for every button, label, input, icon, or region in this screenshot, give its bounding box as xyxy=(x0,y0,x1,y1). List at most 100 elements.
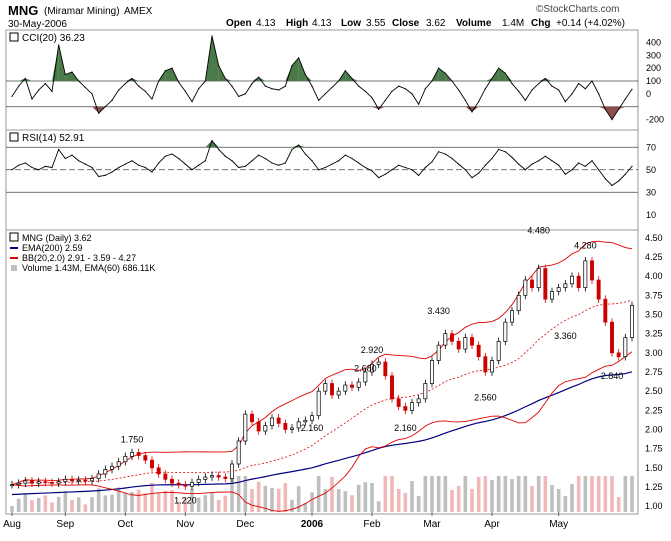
cci-point xyxy=(191,100,193,103)
cci-legend-text: CCI(20) 36.23 xyxy=(22,33,85,44)
rsi-point xyxy=(31,166,33,169)
volume-bar xyxy=(123,492,128,512)
rsi-point xyxy=(318,169,320,171)
cci-point xyxy=(391,90,393,92)
volume-bar xyxy=(256,481,261,512)
rsi-point xyxy=(331,163,333,165)
rsi-point xyxy=(171,153,173,155)
volume-bar xyxy=(523,476,528,512)
volume-bar xyxy=(116,487,121,512)
volume-bar xyxy=(410,481,414,512)
rsi-y-tick-1: 30 xyxy=(646,187,656,197)
cci-y-tick-5: 400 xyxy=(646,37,661,47)
candle-body xyxy=(116,461,121,467)
cci-point xyxy=(251,82,253,85)
rsi-y-tick-0: 10 xyxy=(646,210,656,220)
rsi-point xyxy=(438,151,440,153)
price-annotation-9: 4.280 xyxy=(574,241,597,251)
cci-point xyxy=(418,103,420,105)
price-y-tick-2: 1.50 xyxy=(645,463,663,473)
candle-body xyxy=(216,475,221,478)
candle-body xyxy=(163,473,168,480)
rsi-shade-high xyxy=(292,145,299,148)
cci-y-tick-4: 300 xyxy=(646,50,661,60)
candle-body xyxy=(70,478,74,482)
price-layer: 1.00 1.25 1.50 1.75 2.00 2.25 2.50 2.75 3.00 3.25… xyxy=(10,225,663,512)
volume-bar xyxy=(463,476,468,512)
x-tick-label: Aug xyxy=(3,519,21,530)
price-legend-text: MNG (Daily) 3.62 xyxy=(22,233,92,243)
candle-body xyxy=(96,473,101,479)
rsi-point xyxy=(151,171,153,173)
volume-bar xyxy=(70,499,74,512)
volume-bar xyxy=(330,477,334,512)
rsi-point xyxy=(138,164,140,166)
volume-bar xyxy=(56,496,61,512)
rsi-point xyxy=(211,139,213,142)
cci-point xyxy=(184,90,186,92)
candle-body xyxy=(270,417,274,427)
candle-body xyxy=(503,321,508,342)
rsi-point xyxy=(278,164,280,166)
company-name: (Miramar Mining) xyxy=(44,6,120,17)
rsi-point xyxy=(104,174,106,176)
rsi-point xyxy=(538,160,540,162)
candle-body xyxy=(396,398,401,407)
volume-bar xyxy=(156,493,161,512)
rsi-point xyxy=(511,156,513,158)
cci-point xyxy=(98,112,100,114)
volume-bar xyxy=(210,492,214,512)
chg-label: Chg xyxy=(531,18,550,29)
rsi-point xyxy=(244,165,246,167)
cci-point xyxy=(444,72,446,74)
cci-point xyxy=(38,89,40,91)
volume-bar xyxy=(596,476,601,512)
volume-bar xyxy=(230,476,234,512)
cci-point xyxy=(51,90,53,92)
rsi-point xyxy=(191,169,193,171)
cci-shade-high xyxy=(212,36,219,81)
candle-body xyxy=(356,381,361,388)
candle-body xyxy=(410,402,414,411)
cci-point xyxy=(564,100,566,103)
price-annotation-7: 2.560 xyxy=(474,393,497,403)
rsi-point xyxy=(118,166,120,169)
volume-bar xyxy=(263,485,268,512)
rsi-point xyxy=(144,166,146,169)
candle-body xyxy=(623,337,628,358)
low-value: 3.55 xyxy=(366,18,386,29)
price-annotation-3: 2.160 xyxy=(301,423,324,433)
cci-shade-high xyxy=(52,45,59,81)
cci-point xyxy=(258,76,260,78)
price-annotation-6: 3.430 xyxy=(427,306,450,316)
cci-point xyxy=(24,77,26,80)
cci-point xyxy=(518,90,520,92)
cci-shade-high xyxy=(305,74,312,81)
cci-point xyxy=(384,99,386,101)
cci-point xyxy=(584,88,586,90)
cci-point xyxy=(218,64,220,67)
rsi-point xyxy=(284,162,286,164)
volume-bar xyxy=(583,476,588,512)
volume-bar xyxy=(416,496,421,512)
rsi-y-tick-3: 70 xyxy=(646,142,656,152)
cci-shade-high xyxy=(298,57,306,81)
price-annotation-5: 2.160 xyxy=(394,423,417,433)
x-tick-label: Dec xyxy=(236,519,254,530)
volume-value: 1.4M xyxy=(502,18,524,29)
cci-point xyxy=(211,35,213,37)
cci-layer: -200 0 100 200 300 400 xyxy=(6,35,664,125)
ema-legend-text: EMA(200) 2.59 xyxy=(22,243,83,253)
candle-body xyxy=(450,333,454,342)
cci-point xyxy=(171,67,173,69)
x-tick-label: Mar xyxy=(423,519,441,530)
rsi-point xyxy=(431,161,433,163)
cci-point xyxy=(91,93,93,95)
candle-body xyxy=(336,390,341,396)
candle-body xyxy=(350,384,354,388)
volume-bar xyxy=(576,476,581,512)
volume-bar xyxy=(356,484,361,512)
cci-point xyxy=(131,77,133,80)
cci-point xyxy=(538,82,540,85)
volume-bar xyxy=(90,497,94,512)
